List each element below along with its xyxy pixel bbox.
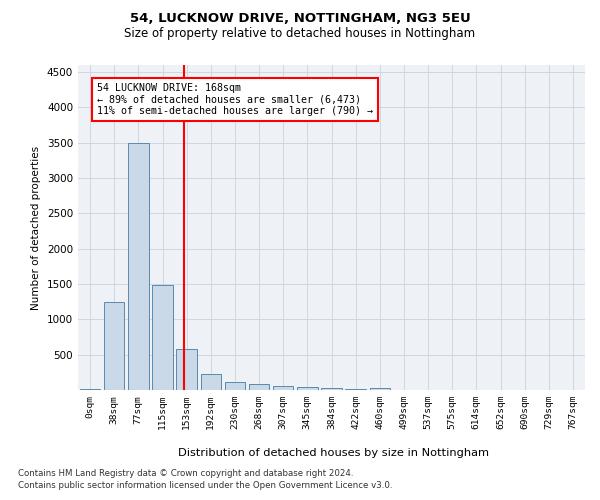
Bar (346, 388, 366, 390)
Bar (273, 386, 293, 390)
Bar (297, 387, 317, 390)
Bar (104, 302, 124, 390)
Text: Contains public sector information licensed under the Open Government Licence v3: Contains public sector information licen… (18, 481, 392, 490)
Bar (249, 384, 269, 390)
Bar (200, 374, 221, 390)
Bar (321, 388, 342, 390)
Text: Contains HM Land Registry data © Crown copyright and database right 2024.: Contains HM Land Registry data © Crown c… (18, 468, 353, 477)
Text: 54 LUCKNOW DRIVE: 168sqm
← 89% of detached houses are smaller (6,473)
11% of sem: 54 LUCKNOW DRIVE: 168sqm ← 89% of detach… (97, 82, 373, 116)
Text: Size of property relative to detached houses in Nottingham: Size of property relative to detached ho… (124, 28, 476, 40)
Bar (370, 388, 390, 390)
Bar (224, 382, 245, 390)
Text: 54, LUCKNOW DRIVE, NOTTINGHAM, NG3 5EU: 54, LUCKNOW DRIVE, NOTTINGHAM, NG3 5EU (130, 12, 470, 26)
Bar (152, 286, 173, 390)
Bar (176, 349, 197, 390)
Bar (128, 142, 149, 390)
Text: Distribution of detached houses by size in Nottingham: Distribution of detached houses by size … (178, 448, 488, 458)
Y-axis label: Number of detached properties: Number of detached properties (31, 146, 41, 310)
